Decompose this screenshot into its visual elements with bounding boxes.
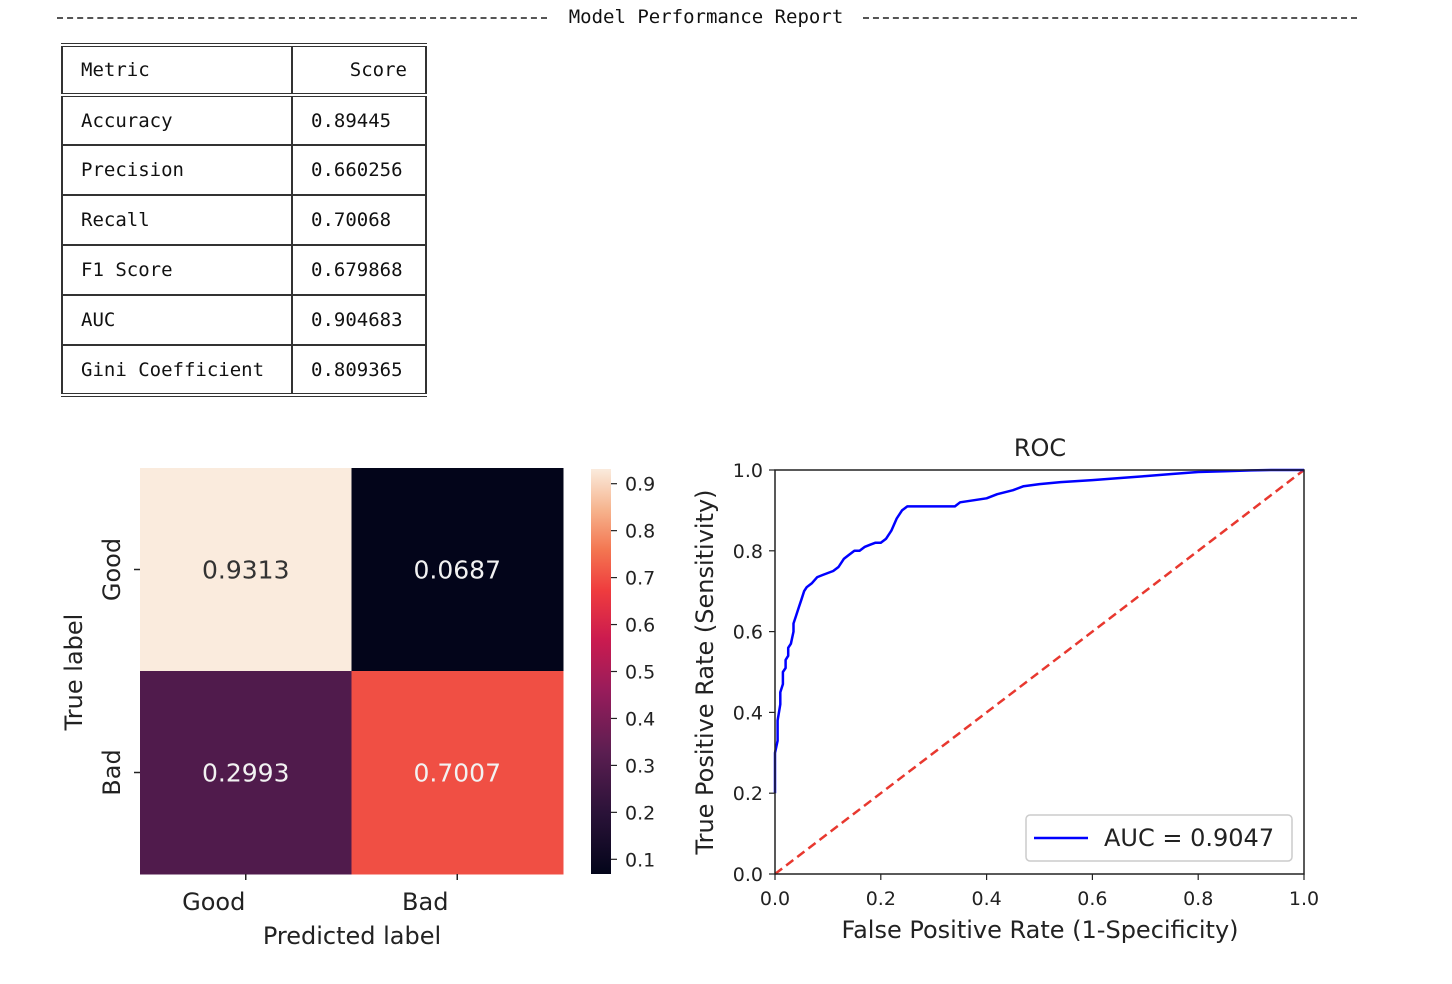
heatmap-y-tick-label: Bad <box>98 749 126 795</box>
heatmap-y-tick-label: Good <box>98 538 126 601</box>
heatmap-cell <box>351 671 564 875</box>
confusion-matrix-heatmap: 0.9313 0.0687 0.2993 0.7007 Good Bad Good Bad… <box>60 468 564 950</box>
roc-title: ROC <box>1014 434 1066 462</box>
metric-name: Precision <box>61 145 293 196</box>
metric-name: Accuracy <box>61 95 293 146</box>
roc-x-tick-label: 0.0 <box>760 888 790 910</box>
heatmap-cell <box>351 468 564 672</box>
heatmap-colorbar: 0.1 0.2 0.3 0.4 0.5 0.6 0.7 0.8 0.9 <box>591 469 655 874</box>
roc-x-tick-label: 0.2 <box>866 888 896 910</box>
metric-score: 0.89445 <box>291 95 427 146</box>
roc-x-tick-label: 0.4 <box>971 888 1001 910</box>
heatmap-x-tick-label: Bad <box>402 888 448 916</box>
colorbar-tick-label: 0.6 <box>625 615 655 637</box>
colorbar-tick-label: 0.2 <box>625 802 655 824</box>
roc-y-tick-label: 0.0 <box>733 864 763 886</box>
roc-chart: ROC 0.0 0.2 0.4 0.6 0.8 1.0 0.0 0.2 0.4 0.6 0.8 1.… <box>691 434 1319 944</box>
metric-score: 0.904683 <box>291 295 427 346</box>
colorbar-tick-label: 0.1 <box>625 849 655 871</box>
colorbar-tick-label: 0.3 <box>625 755 655 777</box>
heatmap-cell <box>140 468 352 672</box>
roc-curve-line <box>773 468 1304 794</box>
colorbar-tick-label: 0.5 <box>625 662 655 684</box>
legend-label: AUC = 0.9047 <box>1104 824 1274 852</box>
colorbar-gradient <box>591 469 611 874</box>
table-row: Precision 0.660256 <box>61 145 427 196</box>
table-row: AUC 0.904683 <box>61 295 427 346</box>
metric-score: 0.70068 <box>291 195 427 246</box>
heatmap-y-axis-label: True label <box>60 614 88 732</box>
roc-x-axis-label: False Positive Rate (1-Specificity) <box>841 916 1238 944</box>
report-title: Model Performance Report <box>568 6 844 28</box>
heatmap-x-tick-label: Good <box>182 888 245 916</box>
roc-y-axis-label: True Positive Rate (Sensitivity) <box>691 489 719 855</box>
report-header: Model Performance Report <box>57 6 1357 30</box>
roc-x-tick-label: 1.0 <box>1289 888 1319 910</box>
colorbar-tick-label: 0.8 <box>625 521 655 543</box>
roc-y-tick-label: 0.4 <box>733 702 763 724</box>
table-row: Recall 0.70068 <box>61 195 427 246</box>
heatmap-cell-label: 0.2993 <box>202 759 289 788</box>
roc-x-tick-label: 0.8 <box>1183 888 1213 910</box>
roc-y-tick-label: 0.6 <box>733 622 763 644</box>
metric-name: AUC <box>61 295 293 346</box>
roc-y-tick-label: 0.8 <box>733 541 763 563</box>
roc-y-tick-label: 1.0 <box>733 460 763 482</box>
column-header-metric: Metric <box>61 43 293 97</box>
table-row: Accuracy 0.89445 <box>61 95 427 146</box>
header-divider-left <box>57 17 547 19</box>
metric-score: 0.660256 <box>291 145 427 196</box>
roc-y-tick-label: 0.2 <box>733 783 763 805</box>
roc-plot-frame <box>774 469 1305 875</box>
colorbar-tick-label: 0.9 <box>625 474 655 496</box>
colorbar-tick-label: 0.7 <box>625 568 655 590</box>
heatmap-x-axis-label: Predicted label <box>263 922 441 950</box>
heatmap-cell <box>140 671 352 875</box>
metrics-table-container: Metric Score Accuracy 0.89445 Precision … <box>61 43 427 411</box>
metric-name: Recall <box>61 195 293 246</box>
metric-name: F1 Score <box>61 245 293 296</box>
colorbar-tick-label: 0.4 <box>625 708 655 730</box>
header-divider-right <box>863 17 1357 19</box>
table-row: F1 Score 0.679868 <box>61 245 427 296</box>
table-row: Gini Coefficient 0.809365 <box>61 345 427 397</box>
heatmap-cell-label: 0.0687 <box>414 556 501 585</box>
metric-score: 0.679868 <box>291 245 427 296</box>
roc-legend: AUC = 0.9047 <box>1025 814 1293 862</box>
heatmap-cell-label: 0.7007 <box>414 759 501 788</box>
metrics-table: Metric Score Accuracy 0.89445 Precision … <box>61 43 427 397</box>
metric-score: 0.809365 <box>291 345 427 397</box>
roc-random-baseline-line <box>774 469 1305 875</box>
roc-x-tick-label: 0.6 <box>1077 888 1107 910</box>
legend-box <box>1025 814 1293 862</box>
heatmap-cell-label: 0.9313 <box>202 556 289 585</box>
column-header-score: Score <box>291 43 427 97</box>
metric-name: Gini Coefficient <box>61 345 293 397</box>
table-header-row: Metric Score <box>61 43 427 97</box>
